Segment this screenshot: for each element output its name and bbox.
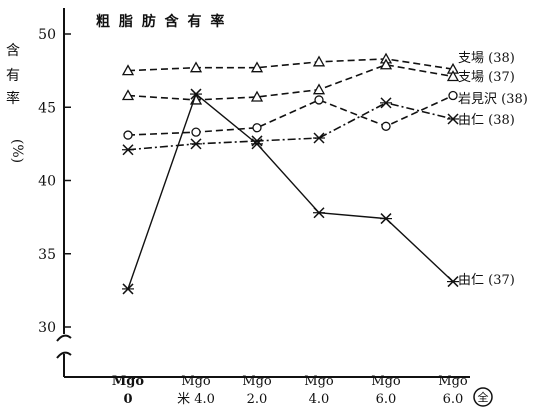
cross-marker xyxy=(122,144,134,156)
series-line xyxy=(127,102,454,151)
triangle-marker xyxy=(121,89,135,101)
axis-break-mark xyxy=(56,334,72,342)
circle-marker xyxy=(252,123,262,133)
triangle-marker xyxy=(446,70,460,82)
x-category-label-top: Mgo xyxy=(371,374,401,389)
x-category-label-top: Mgo xyxy=(181,374,211,389)
x-category-label-top: Mgo xyxy=(112,374,144,389)
series-3 xyxy=(122,97,459,156)
series-line xyxy=(127,92,454,290)
y-tick-label: 30 xyxy=(38,320,56,336)
y-tick-label: 50 xyxy=(38,27,56,43)
x-category-label-bottom: 2.0 xyxy=(247,392,268,407)
series-layer xyxy=(121,52,460,295)
x-category-label-bottom: 4.0 xyxy=(309,392,330,407)
circle-marker xyxy=(123,130,133,140)
x-category-label-top: Mgo xyxy=(438,374,468,389)
cross-marker xyxy=(251,138,263,150)
series-label: 由仁 (37) xyxy=(458,273,515,288)
circle-marker xyxy=(381,121,391,131)
x-category-label-top: Mgo xyxy=(242,374,272,389)
x-category-label-top: Mgo xyxy=(304,374,334,389)
cross-marker xyxy=(380,97,392,109)
cross-marker xyxy=(122,283,134,295)
triangle-marker xyxy=(312,83,326,95)
axes: 30 35 40 45 50 xyxy=(38,8,470,378)
series-line xyxy=(127,63,454,101)
series-label: 支場 (38) xyxy=(458,51,515,66)
x-category-label-bottom: 0 xyxy=(123,392,132,407)
x-end-mark: 全 xyxy=(478,390,489,404)
series-line xyxy=(127,94,454,136)
triangle-marker xyxy=(250,61,264,73)
triangle-marker xyxy=(312,55,326,67)
cross-marker xyxy=(447,276,459,288)
series-label: 支場 (37) xyxy=(458,70,515,85)
y-tick-label: 40 xyxy=(38,174,56,190)
chart-title: 粗 脂 肪 含 有 率 xyxy=(96,13,226,30)
triangle-marker xyxy=(250,90,264,102)
axis-break-mark xyxy=(56,351,72,359)
y-tick-label: 45 xyxy=(38,100,56,116)
series-4 xyxy=(122,88,459,295)
series-label: 岩見沢 (38) xyxy=(458,92,528,107)
y-axis-label-unit: (%) xyxy=(9,139,25,163)
series-2 xyxy=(123,90,458,140)
triangle-marker xyxy=(379,58,393,70)
cross-marker xyxy=(313,132,325,144)
labels-layer: 含有率 (%) 粗 脂 肪 含 有 率 Mgo 0 Mgo 米 4.0 Mgo 2.0 Mgo 4.… xyxy=(6,13,528,407)
series-line xyxy=(127,58,454,72)
cross-marker xyxy=(190,138,202,150)
series-0 xyxy=(121,52,460,76)
x-category-label-bottom: 6.0 xyxy=(443,392,464,407)
circle-marker xyxy=(448,90,458,101)
series-label: 由仁 (38) xyxy=(458,113,515,128)
y-axis-label-char: 率 xyxy=(6,90,20,107)
y-axis-label-char: 有 xyxy=(6,68,20,84)
triangle-marker xyxy=(189,61,203,73)
series-1 xyxy=(121,58,460,105)
cross-marker xyxy=(380,213,392,225)
triangle-marker xyxy=(121,64,135,76)
circle-marker xyxy=(314,95,324,105)
x-category-label-bottom: 米 4.0 xyxy=(177,392,215,407)
circle-marker xyxy=(191,127,201,137)
cross-marker xyxy=(447,113,459,125)
x-category-label-bottom: 6.0 xyxy=(376,392,397,407)
x-end-mark-circle xyxy=(473,387,493,407)
y-tick-label: 35 xyxy=(38,247,56,263)
y-axis-label-char: 含 xyxy=(6,43,20,59)
cross-marker xyxy=(313,207,325,219)
cross-marker xyxy=(190,88,202,100)
